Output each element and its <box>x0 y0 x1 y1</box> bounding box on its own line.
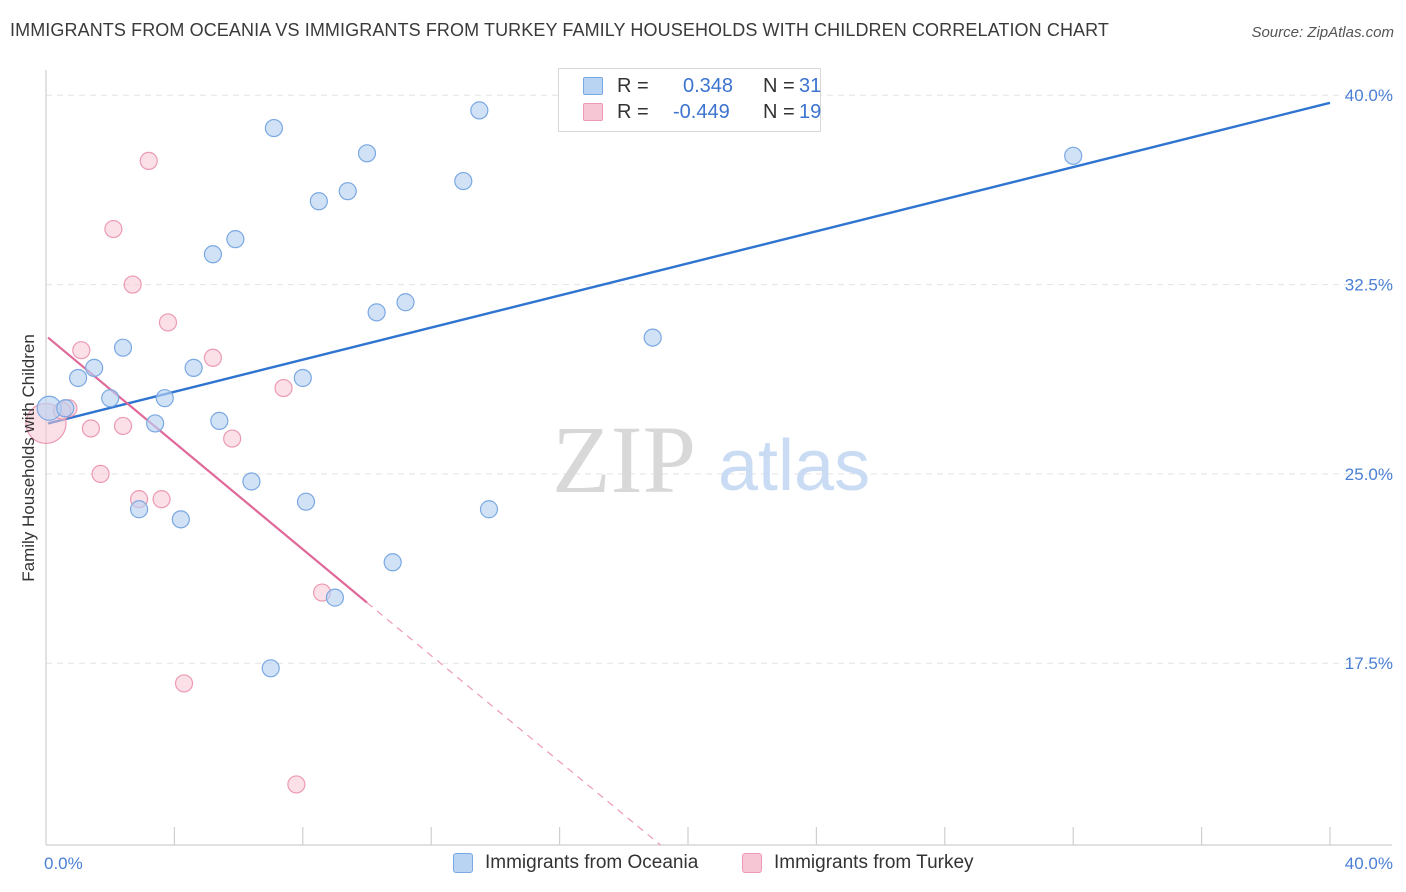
point-oceania <box>146 414 165 433</box>
point-turkey <box>113 416 133 436</box>
point-oceania <box>309 192 328 211</box>
point-turkey <box>287 775 306 794</box>
point-oceania <box>643 328 662 347</box>
point-oceania <box>101 389 120 408</box>
point-oceania <box>264 118 284 138</box>
point-turkey <box>139 151 158 170</box>
point-oceania <box>261 659 280 678</box>
legend-r-label: R = <box>617 101 649 123</box>
trend-line-turkey <box>47 336 368 604</box>
point-oceania <box>454 171 473 191</box>
source-label: Source: ZipAtlas.com <box>1251 24 1394 41</box>
point-oceania <box>479 500 499 519</box>
point-oceania <box>1064 146 1083 165</box>
legend-n-value: 31 <box>799 75 822 97</box>
watermark-atlas: atlas <box>718 426 870 506</box>
point-turkey <box>104 219 123 239</box>
grid-lines <box>46 94 1392 664</box>
point-oceania <box>68 368 88 388</box>
bottom-legend-swatch-turkey <box>742 853 762 873</box>
x-tick-label: 0.0% <box>44 854 83 873</box>
legend-r-value: -0.449 <box>673 101 730 123</box>
legend-n-label: N = <box>763 101 795 123</box>
point-turkey <box>72 341 91 360</box>
point-oceania <box>203 245 223 264</box>
x-tick-label: 40.0% <box>1345 854 1393 873</box>
point-oceania <box>56 399 75 418</box>
point-oceania <box>226 230 245 249</box>
point-turkey <box>152 490 171 509</box>
point-oceania <box>383 553 402 572</box>
point-oceania <box>85 358 104 377</box>
point-oceania <box>129 500 149 519</box>
point-turkey <box>274 378 293 398</box>
point-turkey <box>81 419 101 438</box>
legend-n-value: 19 <box>799 101 822 123</box>
point-turkey <box>223 429 242 448</box>
points-turkey <box>25 151 332 794</box>
y-axis-label: Family Households with Children <box>19 334 38 582</box>
y-tick-labels: 17.5% 25.0% 32.5% 40.0% <box>1345 86 1393 673</box>
y-tick-label: 17.5% <box>1345 654 1393 673</box>
watermark-zip: ZIP <box>552 406 696 513</box>
point-oceania <box>242 472 261 491</box>
points-oceania <box>36 101 1083 678</box>
point-oceania <box>155 389 174 408</box>
bottom-legend-label-oceania: Immigrants from Oceania <box>485 852 699 873</box>
point-oceania <box>396 293 415 312</box>
point-turkey <box>158 313 178 332</box>
point-turkey <box>174 674 194 693</box>
point-oceania <box>293 368 312 388</box>
legend-n-label: N = <box>763 75 795 97</box>
point-oceania <box>338 182 357 201</box>
point-oceania <box>367 303 386 322</box>
trend-line-turkey-extension <box>366 602 661 846</box>
point-oceania <box>357 144 377 163</box>
legend-swatch-oceania <box>583 77 603 95</box>
point-oceania <box>210 411 229 430</box>
point-turkey <box>203 348 223 367</box>
y-tick-label: 25.0% <box>1345 465 1393 484</box>
chart-title: IMMIGRANTS FROM OCEANIA VS IMMIGRANTS FR… <box>10 20 1110 40</box>
x-tick-labels: 0.0% 40.0% <box>44 854 1393 873</box>
point-oceania <box>113 338 133 357</box>
bottom-legend-label-turkey: Immigrants from Turkey <box>774 852 974 873</box>
trend-lines <box>47 101 1331 846</box>
point-oceania <box>184 358 203 377</box>
y-tick-label: 32.5% <box>1345 276 1393 295</box>
axes <box>45 70 1392 846</box>
point-oceania <box>470 101 489 120</box>
point-oceania <box>296 492 316 511</box>
point-oceania <box>325 588 344 607</box>
trend-line-oceania <box>47 101 1331 425</box>
stats-legend: R = 0.348 N = 31 R = -0.449 N = 19 <box>558 68 821 132</box>
legend-r-label: R = <box>617 75 649 97</box>
point-turkey <box>91 464 110 484</box>
legend-swatch-turkey <box>583 103 603 121</box>
point-turkey <box>123 275 142 294</box>
point-oceania <box>171 510 190 529</box>
bottom-legend-swatch-oceania <box>453 853 473 873</box>
y-tick-label: 40.0% <box>1345 86 1393 105</box>
legend-r-value: 0.348 <box>683 75 734 97</box>
